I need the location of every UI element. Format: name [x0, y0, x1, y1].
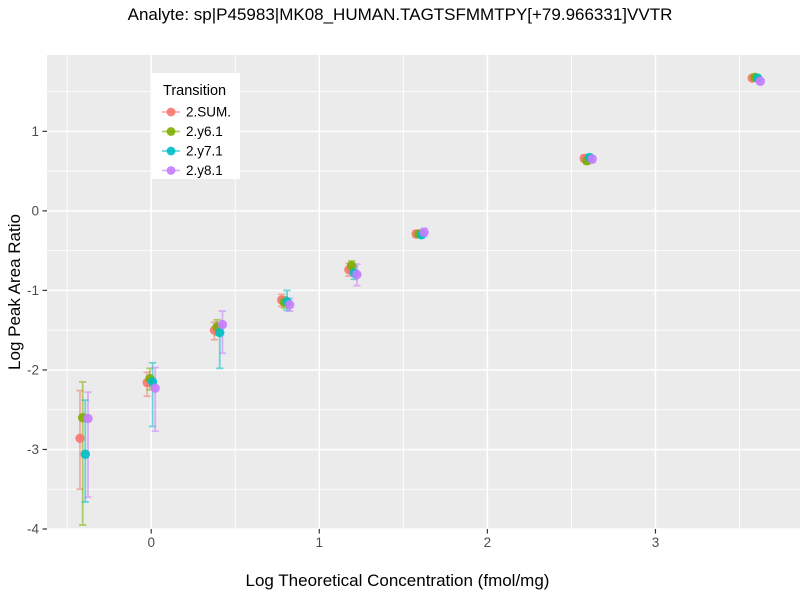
data-point	[83, 413, 93, 424]
data-point	[217, 319, 228, 330]
y-tick-label: 1	[31, 124, 39, 139]
y-tick-label: -3	[27, 442, 39, 457]
data-point	[215, 327, 225, 338]
legend-entry: 2.y6.1	[162, 124, 223, 139]
x-axis-title: Log Theoretical Concentration (fmol/mg)	[246, 571, 550, 590]
data-point	[150, 383, 160, 393]
y-tick-label: -2	[27, 362, 39, 377]
legend-key-icon	[166, 107, 176, 117]
legend-label: 2.y8.1	[186, 163, 223, 178]
legend-entry: 2.SUM.	[162, 105, 231, 120]
data-point	[419, 227, 429, 238]
data-point	[346, 261, 357, 271]
legend-entry: 2.y7.1	[162, 144, 223, 159]
legend-box	[152, 73, 240, 179]
error-bar	[84, 391, 92, 499]
x-tick-label: 2	[484, 535, 492, 550]
legend-entry: 2.y8.1	[162, 163, 223, 178]
y-tick-label: -4	[27, 522, 39, 537]
data-point	[284, 300, 295, 310]
legend-key-icon	[166, 127, 176, 136]
legend-label: 2.SUM.	[186, 105, 231, 120]
x-tick-label: 3	[652, 535, 660, 550]
legend-label: 2.y6.1	[186, 124, 223, 139]
data-point	[75, 433, 85, 444]
y-axis-title: Log Peak Area Ratio	[5, 214, 24, 370]
legend-label: 2.y7.1	[186, 144, 223, 159]
y-tick-label: -1	[27, 283, 39, 298]
legend-title: Transition	[163, 83, 226, 99]
x-tick-label: 1	[316, 535, 324, 550]
data-point	[352, 269, 362, 280]
data-point	[755, 76, 765, 86]
y-tick-label: 0	[31, 203, 39, 218]
x-tick-label: 0	[147, 535, 155, 550]
data-point	[80, 449, 90, 459]
data-point	[587, 154, 597, 164]
legend-key-icon	[166, 166, 176, 175]
chart-title: Analyte: sp|P45983|MK08_HUMAN.TAGTSFMMTP…	[127, 5, 673, 24]
legend-key-icon	[166, 146, 176, 156]
